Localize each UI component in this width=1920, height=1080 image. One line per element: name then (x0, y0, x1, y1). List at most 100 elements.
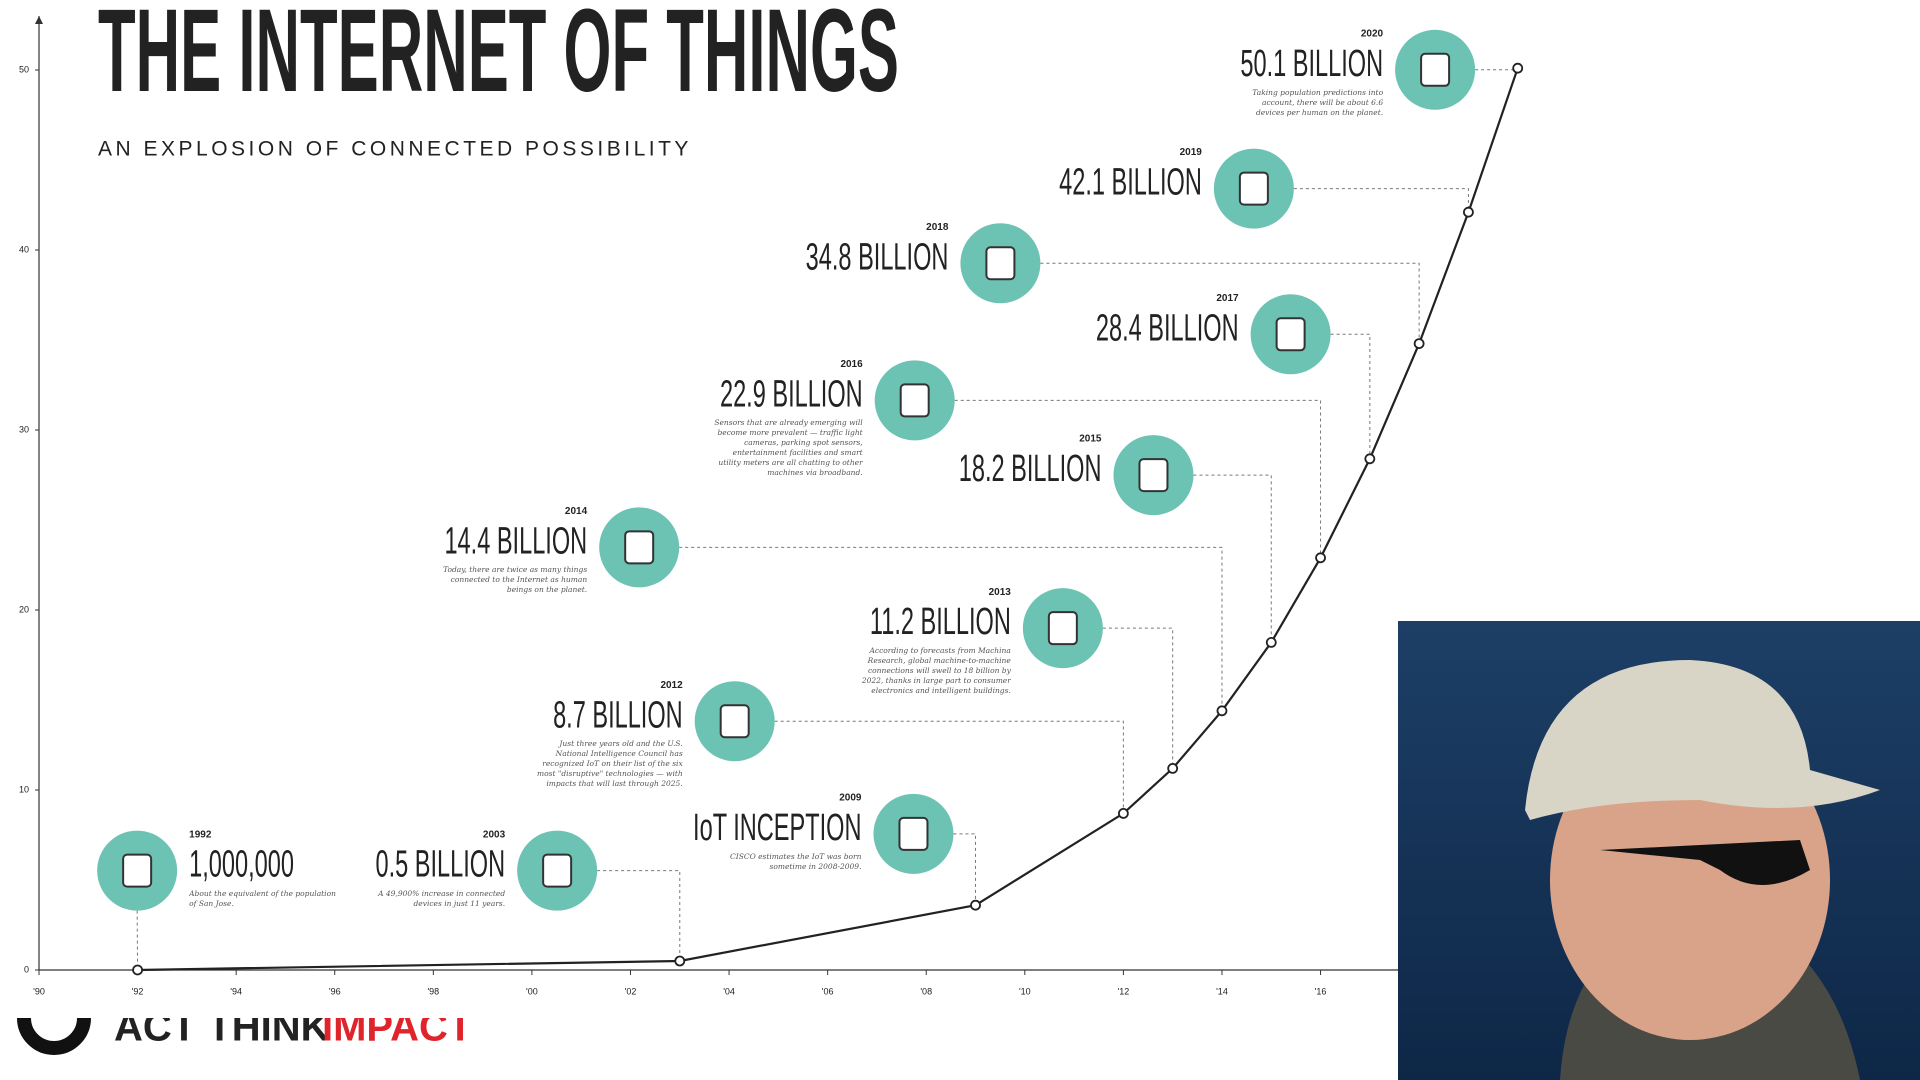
note-box: CISCO estimates the IoT was born sometim… (730, 851, 862, 871)
y-tick-label: 20 (19, 604, 29, 614)
point (1167, 763, 1179, 774)
icon (1420, 52, 1451, 87)
note-box: Sensors that are already emerging will b… (714, 418, 863, 478)
connector (1040, 262, 1420, 344)
icon (1275, 317, 1306, 352)
connector (1102, 627, 1174, 769)
note-box: Just three years old and the U.S. Nation… (537, 739, 683, 789)
value-label-group: 34.8 BILLION (806, 234, 949, 277)
value-label: 42.1 BILLION (1059, 160, 1202, 203)
connector (1475, 68, 1519, 71)
connector (1293, 188, 1469, 213)
photo-sunglasses (1600, 840, 1810, 885)
connector (953, 833, 977, 906)
point (1117, 808, 1129, 819)
x-tick-label: '96 (329, 986, 341, 996)
connector (597, 870, 681, 961)
photo (1398, 621, 1920, 1080)
x-tick-label: '10 (1019, 986, 1031, 996)
x-tick-label: '08 (920, 986, 932, 996)
x-tick-label: '92 (132, 986, 144, 996)
value-label-group: 1,000,000 (189, 842, 294, 885)
logo: ACT THINK IMPACT (17, 1006, 472, 1055)
callout-year: 2019 (1180, 147, 1203, 158)
logo-text-accent: IMPACT (322, 1006, 472, 1050)
note: Sensors that are already emerging will b… (714, 418, 863, 478)
y-tick-label: 30 (19, 424, 29, 434)
logo-mark (17, 1018, 91, 1055)
note-box: According to forecasts from Machina Rese… (861, 646, 1011, 696)
note-box: Taking population predictions into accou… (1252, 87, 1384, 117)
icon (899, 383, 930, 418)
x-tick-label: '12 (1118, 986, 1130, 996)
value-label: 14.4 BILLION (444, 519, 587, 562)
chart-subtitle: AN EXPLOSION OF CONNECTED POSSIBILITY (98, 138, 692, 161)
value-label: 28.4 BILLION (1096, 305, 1239, 348)
value-label-group: 50.1 BILLION (1240, 41, 1383, 84)
value-label: 0.5 BILLION (376, 842, 506, 885)
note: A 49,900% increase in connected devices … (378, 888, 506, 908)
y-tick-label: 0 (24, 964, 29, 974)
note: Taking population predictions into accou… (1252, 87, 1384, 117)
callout-year: 2009 (839, 793, 862, 804)
value-label-group: 42.1 BILLION (1059, 160, 1202, 203)
y-tick-label: 50 (19, 64, 29, 74)
connector (1330, 333, 1371, 459)
icon (624, 530, 655, 565)
value-label: 34.8 BILLION (806, 234, 949, 277)
icon (542, 853, 573, 888)
x-tick-label: '90 (33, 986, 45, 996)
callout-year: 2012 (660, 680, 683, 691)
y-axis-arrow (35, 16, 43, 24)
value-label-group: 14.4 BILLION (444, 519, 587, 562)
x-tick-label: '06 (822, 986, 834, 996)
x-tick-label: '04 (723, 986, 735, 996)
note: Just three years old and the U.S. Nation… (537, 739, 683, 789)
callout-year: 2003 (483, 829, 506, 840)
x-tick-label: '16 (1315, 986, 1327, 996)
callout-year: 2020 (1361, 28, 1384, 39)
icon (1138, 458, 1169, 493)
chart-title: THE INTERNET OF THINGS (98, 0, 899, 117)
callout-year: 2016 (840, 359, 863, 370)
point (1265, 637, 1277, 648)
photo-cap (1525, 660, 1880, 820)
value-label-group: 18.2 BILLION (959, 446, 1102, 489)
icon (985, 246, 1016, 281)
point (1364, 453, 1376, 465)
x-tick-label: '98 (427, 986, 439, 996)
value-label: 11.2 BILLION (870, 599, 1011, 642)
callout-year: 2015 (1079, 434, 1102, 445)
line (137, 67, 1519, 972)
x-tick-label: '14 (1216, 986, 1228, 996)
icon (898, 816, 929, 851)
point (1463, 206, 1474, 218)
callout-year: 1992 (189, 829, 212, 840)
value-label-group: 11.2 BILLION (870, 599, 1011, 642)
value-label: 50.1 BILLION (1240, 41, 1383, 84)
connector (774, 720, 1124, 814)
annotation-group: IoT INCEPTION (693, 805, 861, 848)
point (674, 955, 686, 967)
logo-text: ACT THINK (114, 1006, 330, 1050)
note: CISCO estimates the IoT was born sometim… (730, 851, 862, 871)
note-box: About the equivalent of the population o… (189, 888, 336, 908)
value-label-group: 22.9 BILLION (720, 372, 863, 415)
note-box: A 49,900% increase in connected devices … (378, 888, 506, 908)
connector (1193, 474, 1272, 643)
value-label-group: 28.4 BILLION (1096, 305, 1239, 348)
connector (679, 546, 1223, 711)
callout-year: 2014 (565, 506, 588, 517)
value-label: 1,000,000 (189, 842, 294, 885)
note: About the equivalent of the population o… (189, 888, 336, 908)
icon (1047, 611, 1078, 646)
point (1512, 62, 1524, 74)
note: According to forecasts from Machina Rese… (861, 646, 1011, 696)
x-tick-label: '02 (625, 986, 637, 996)
icon (1238, 171, 1269, 206)
note: Today, there are twice as many things co… (443, 565, 588, 595)
connector (954, 399, 1322, 558)
callout-year: 2018 (926, 222, 949, 233)
x-tick-label: '94 (230, 986, 242, 996)
